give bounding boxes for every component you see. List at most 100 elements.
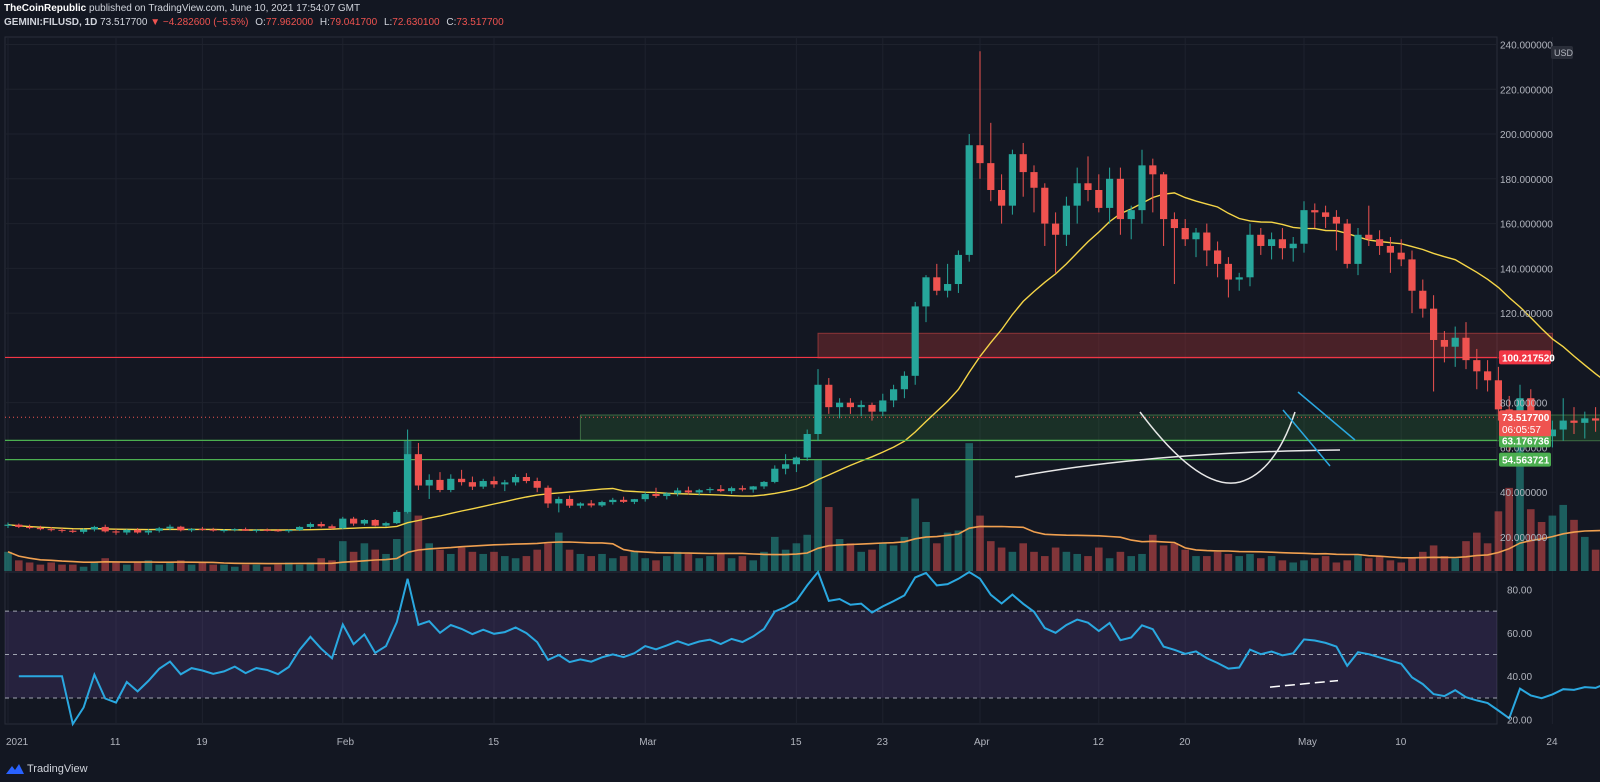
candle[interactable] (414, 442, 422, 490)
candle[interactable] (101, 524, 109, 533)
candle[interactable] (695, 488, 703, 496)
candle[interactable] (501, 479, 509, 492)
candle[interactable] (846, 398, 854, 414)
candle[interactable] (522, 473, 530, 484)
candle[interactable] (954, 250, 962, 293)
candle[interactable] (1440, 331, 1448, 363)
candle[interactable] (436, 472, 444, 493)
level-tag[interactable]: 54.563721 (1502, 456, 1550, 467)
candle[interactable] (922, 275, 930, 323)
price-axis[interactable]: 240.000000 220.000000 200.000000 180.000000… (1499, 40, 1574, 727)
candle[interactable] (1408, 250, 1416, 314)
candle[interactable] (792, 456, 800, 473)
symbol-label[interactable]: GEMINI:FILUSD, 1D (4, 17, 98, 28)
candle[interactable] (1170, 212, 1178, 285)
candle[interactable] (306, 522, 314, 529)
candle[interactable] (1235, 272, 1243, 291)
candle[interactable] (814, 369, 822, 441)
candle[interactable] (1127, 205, 1135, 240)
tradingview-logo-icon[interactable] (5, 762, 25, 776)
candle[interactable] (263, 528, 271, 532)
candle[interactable] (1030, 165, 1038, 213)
candle[interactable] (1365, 205, 1373, 246)
candle[interactable] (112, 529, 120, 535)
candle[interactable] (825, 378, 833, 414)
candle[interactable] (209, 527, 217, 532)
candle[interactable] (868, 402, 876, 421)
candle[interactable] (1160, 172, 1168, 246)
candle[interactable] (1322, 205, 1330, 229)
candle[interactable] (425, 474, 433, 499)
candle[interactable] (468, 476, 476, 490)
candle[interactable] (1386, 237, 1394, 273)
candle[interactable] (803, 429, 811, 461)
candle[interactable] (80, 528, 88, 534)
candle[interactable] (566, 495, 574, 508)
candle[interactable] (944, 263, 952, 298)
candle[interactable] (1138, 149, 1146, 224)
candle[interactable] (1192, 228, 1200, 258)
candle[interactable] (1397, 239, 1405, 267)
candle[interactable] (1592, 407, 1600, 432)
candle[interactable] (69, 529, 77, 533)
candle[interactable] (1451, 326, 1459, 367)
candle[interactable] (1376, 230, 1384, 255)
candle[interactable] (1084, 156, 1092, 202)
candle[interactable] (155, 526, 163, 533)
candle[interactable] (360, 519, 368, 526)
candle[interactable] (879, 393, 887, 417)
candle[interactable] (134, 528, 142, 534)
candle[interactable] (328, 524, 336, 530)
candle[interactable] (555, 496, 563, 513)
candle[interactable] (447, 474, 455, 493)
candle[interactable] (533, 477, 541, 493)
candle[interactable] (177, 525, 185, 532)
candle[interactable] (1419, 279, 1427, 318)
candle[interactable] (1462, 322, 1470, 370)
candles[interactable] (4, 51, 1600, 535)
candle[interactable] (609, 497, 617, 505)
candle[interactable] (317, 521, 325, 528)
candle[interactable] (1008, 149, 1016, 215)
candle[interactable] (1149, 158, 1157, 213)
candle[interactable] (47, 526, 55, 532)
candle[interactable] (1257, 228, 1265, 255)
candle[interactable] (1116, 167, 1124, 235)
candle[interactable] (998, 174, 1006, 224)
candle[interactable] (1484, 360, 1492, 392)
candle[interactable] (987, 122, 995, 202)
candle[interactable] (350, 516, 358, 526)
candle[interactable] (1332, 210, 1340, 251)
candle[interactable] (188, 528, 196, 533)
candle[interactable] (1073, 167, 1081, 224)
candle[interactable] (479, 478, 487, 489)
candle[interactable] (1062, 196, 1070, 246)
candle[interactable] (1224, 257, 1232, 298)
candle[interactable] (576, 502, 584, 509)
candle[interactable] (1473, 348, 1481, 390)
candle[interactable] (1052, 212, 1060, 273)
candle[interactable] (285, 529, 293, 533)
candle[interactable] (1246, 223, 1254, 287)
candle[interactable] (630, 498, 638, 505)
time-axis[interactable]: 20211119Feb15Mar1523Apr1220May1024Jun142… (6, 737, 1600, 748)
candle[interactable] (717, 485, 725, 493)
candle[interactable] (1203, 223, 1211, 267)
candle[interactable] (911, 301, 919, 385)
candle[interactable] (976, 51, 984, 179)
candle[interactable] (1559, 398, 1567, 441)
candle[interactable] (760, 481, 768, 489)
candle[interactable] (965, 134, 973, 262)
candle[interactable] (1300, 201, 1308, 253)
candle[interactable] (242, 527, 250, 531)
candle[interactable] (1570, 407, 1578, 435)
candle[interactable] (749, 485, 757, 493)
candle[interactable] (382, 521, 390, 527)
candle[interactable] (1289, 237, 1297, 262)
candle[interactable] (166, 524, 174, 531)
last-price-tag[interactable]: 73.517700 (1502, 413, 1550, 424)
candle[interactable] (652, 487, 660, 498)
candle[interactable] (15, 523, 23, 529)
candle[interactable] (231, 528, 239, 532)
candle[interactable] (252, 529, 260, 533)
